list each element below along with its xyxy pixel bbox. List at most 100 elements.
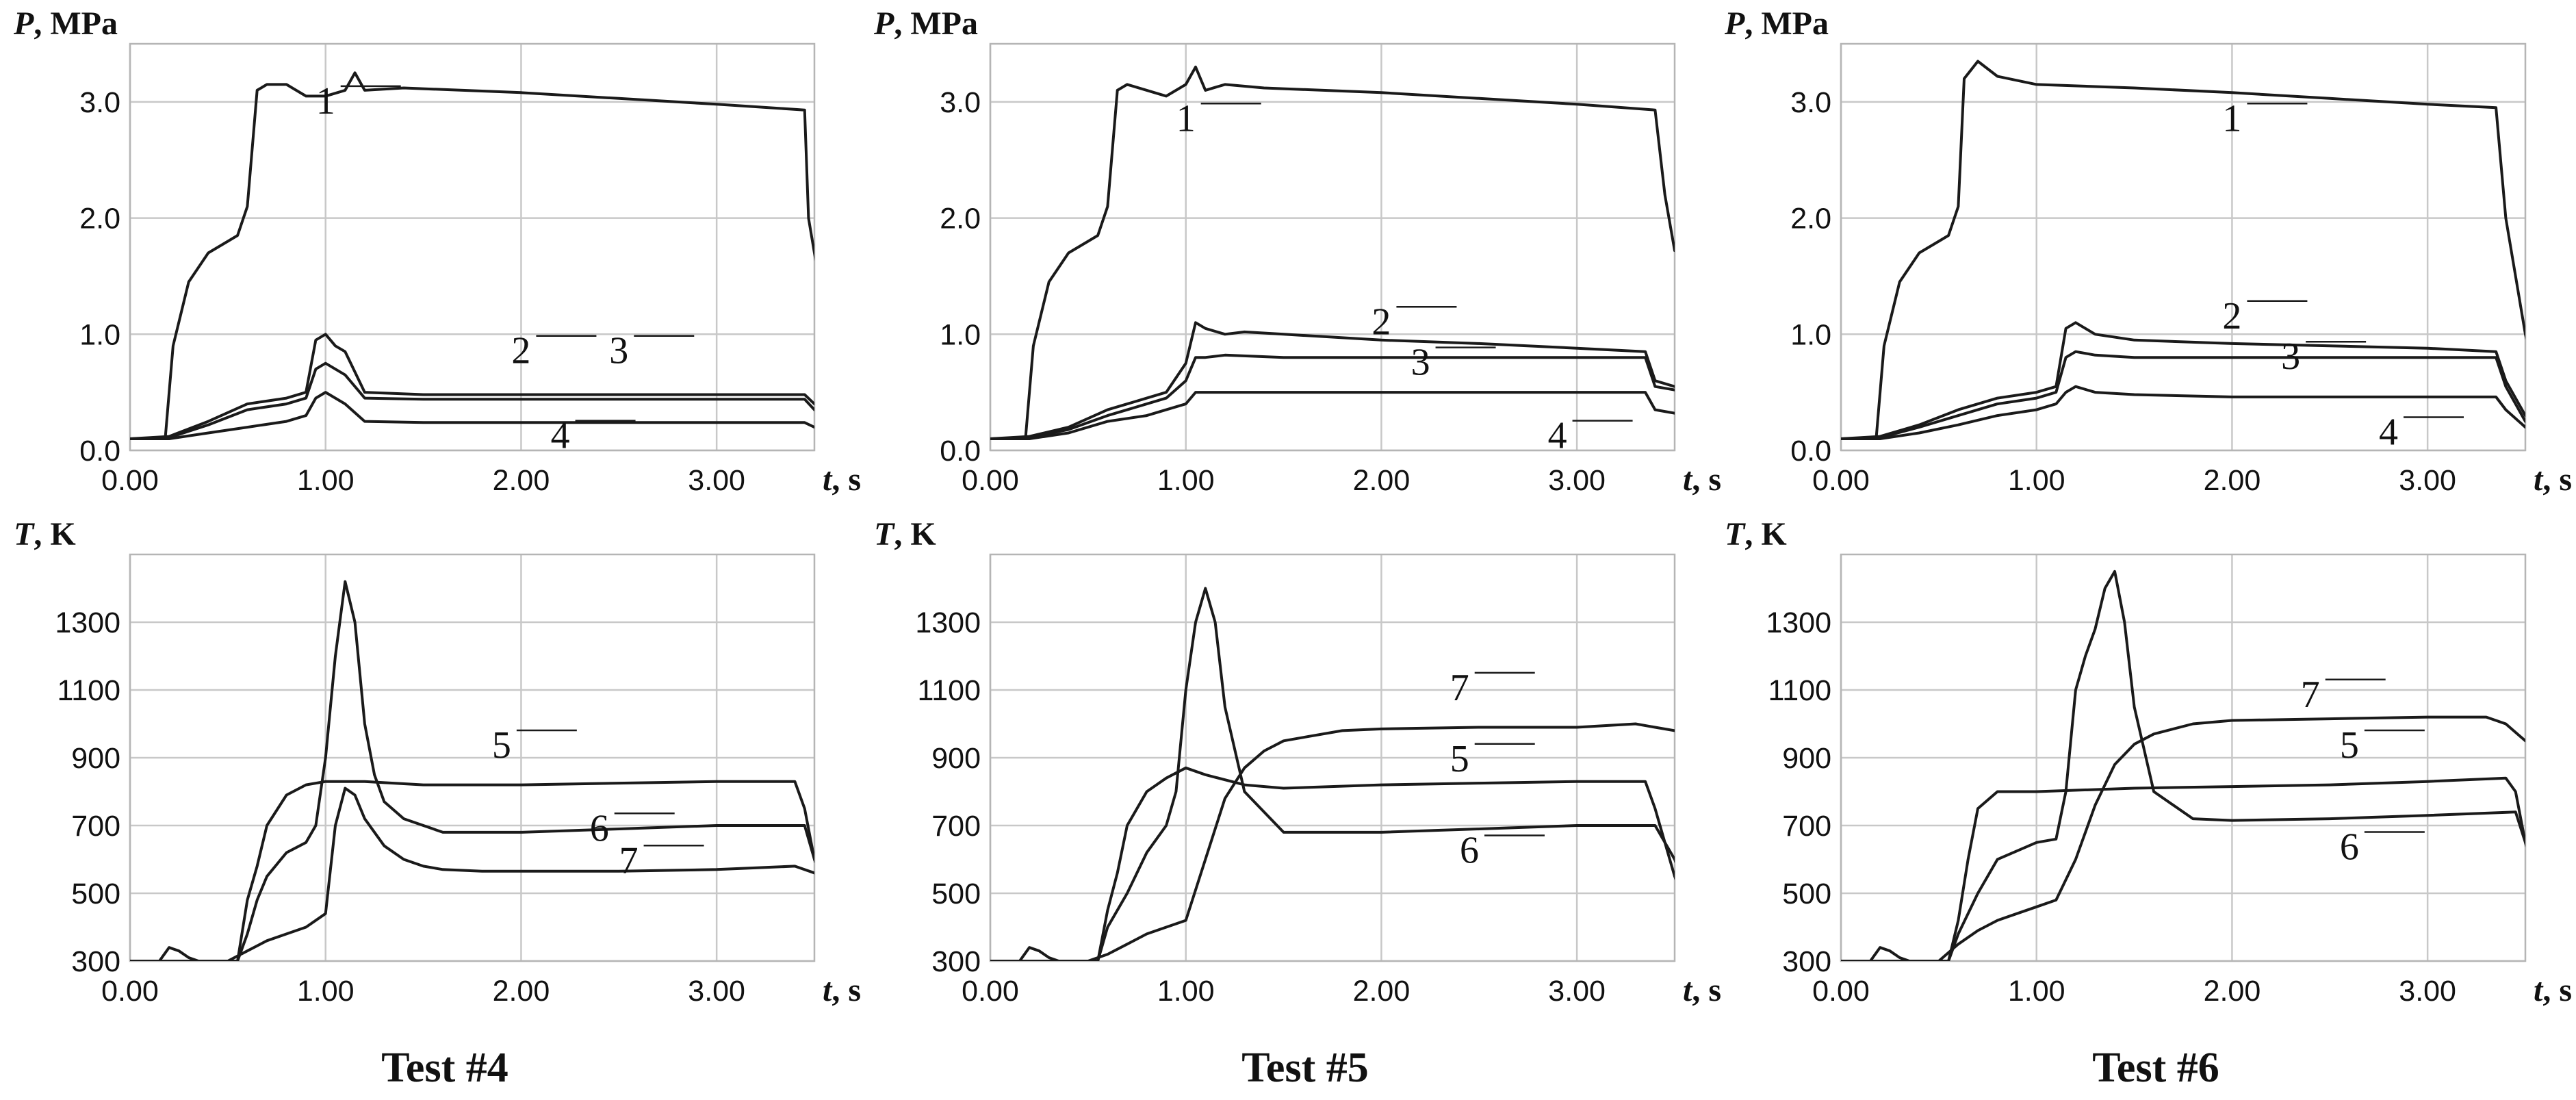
y-tick-label: 500 xyxy=(1782,878,1831,910)
y-tick-label: 1100 xyxy=(1768,674,1831,707)
plot-frame xyxy=(129,553,816,962)
curve-label-2: 2 xyxy=(2222,295,2241,337)
curve-label-3: 3 xyxy=(1411,342,1430,384)
y-tick-label: 3.0 xyxy=(1790,86,1831,119)
x-axis-symbol: t xyxy=(1683,972,1693,1008)
curve-label-1: 1 xyxy=(316,80,335,123)
y-tick-label: 2.0 xyxy=(940,203,981,235)
series-line-4 xyxy=(130,391,814,440)
series-group xyxy=(130,580,814,961)
y-tick-label: 2.0 xyxy=(1790,203,1831,235)
x-axis-unit: , s xyxy=(832,972,861,1008)
panel-2-pressure: 0.00 1.00 2.00 3.00 0.0 1.0 2.0 3.0 P, MPa t, s 1 2… xyxy=(873,5,1721,498)
plot-frame xyxy=(989,553,1676,962)
series-line-6 xyxy=(990,587,1675,961)
x-tick-label: 3.00 xyxy=(2399,975,2456,1008)
x-tick-label: 2.00 xyxy=(493,975,550,1008)
x-axis-unit: , s xyxy=(2542,972,2572,1008)
y-tick-label: 300 xyxy=(71,945,120,978)
series-line-6 xyxy=(1841,570,2525,961)
x-tick-label: 0.00 xyxy=(962,975,1019,1008)
series-line-3 xyxy=(1841,350,2525,440)
y-tick-label: 900 xyxy=(931,742,981,775)
x-tick-label: 2.00 xyxy=(1353,464,1411,497)
x-tick-label: 1.00 xyxy=(1157,975,1215,1008)
series-group xyxy=(130,71,814,440)
x-tick-label: 0.00 xyxy=(101,464,159,497)
curve-label-4: 4 xyxy=(2379,411,2398,454)
x-axis-symbol: t xyxy=(2534,972,2544,1008)
x-axis-symbol: t xyxy=(823,972,833,1008)
y-axis-symbol: T xyxy=(14,516,35,552)
plot-frame xyxy=(1840,553,2527,962)
curve-label-5: 5 xyxy=(1450,738,1469,780)
series-line-7 xyxy=(1841,715,2525,961)
series-line-2 xyxy=(1841,321,2525,440)
x-axis-unit: , s xyxy=(1692,461,1721,498)
series-line-1 xyxy=(130,71,814,440)
series-line-3 xyxy=(130,361,814,440)
curve-label-1: 1 xyxy=(1176,97,1196,140)
x-tick-label: 0.00 xyxy=(1812,464,1870,497)
x-axis-label: t, s xyxy=(823,972,861,1008)
series-line-1 xyxy=(990,65,1675,440)
x-tick-label: 2.00 xyxy=(2204,975,2261,1008)
y-axis-symbol: P xyxy=(1724,5,1745,42)
y-axis-symbol: T xyxy=(874,516,895,552)
series-line-2 xyxy=(130,333,814,440)
x-axis-label: t, s xyxy=(1683,972,1721,1008)
x-axis-unit: , s xyxy=(1692,972,1721,1008)
y-axis-unit: , K xyxy=(894,516,936,552)
x-axis-label: t, s xyxy=(2534,461,2572,498)
series-line-5 xyxy=(1841,776,2525,961)
x-axis-symbol: t xyxy=(2534,461,2544,498)
series-group xyxy=(990,587,1675,961)
series-line-5 xyxy=(130,780,814,961)
series-line-7 xyxy=(130,786,814,961)
y-axis-label: T, K xyxy=(1725,516,1787,552)
curve-label-4: 4 xyxy=(1548,415,1567,457)
y-tick-label: 0.0 xyxy=(79,435,120,468)
y-tick-label: 1.0 xyxy=(940,318,981,351)
y-tick-label: 0.0 xyxy=(1790,435,1831,468)
y-axis-unit: , MPa xyxy=(1744,5,1829,42)
y-tick-label: 2.0 xyxy=(79,203,120,235)
y-axis-symbol: P xyxy=(13,5,34,42)
y-axis-unit: , MPa xyxy=(34,5,118,42)
curve-label-3: 3 xyxy=(609,330,628,372)
curve-label-3: 3 xyxy=(2281,335,2300,378)
x-tick-label: 0.00 xyxy=(1812,975,1870,1008)
y-axis-symbol: T xyxy=(1725,516,1746,552)
x-axis-label: t, s xyxy=(2534,972,2572,1008)
panel-1-temperature: 0.00 1.00 2.00 3.00 300 500 700 900 1100 1300 T, K… xyxy=(14,516,861,1091)
y-tick-label: 1300 xyxy=(55,606,120,639)
series-line-4 xyxy=(990,391,1675,440)
y-axis-unit: , MPa xyxy=(894,5,978,42)
x-tick-label: 2.00 xyxy=(1353,975,1411,1008)
x-tick-label: 3.00 xyxy=(1548,975,1606,1008)
curve-label-2: 2 xyxy=(511,330,530,372)
series-group xyxy=(1841,570,2525,961)
curve-label-7: 7 xyxy=(2301,674,2320,716)
y-axis-unit: , K xyxy=(34,516,75,552)
y-tick-label: 900 xyxy=(71,742,120,775)
y-tick-label: 700 xyxy=(931,810,981,843)
curve-label-7: 7 xyxy=(1450,667,1469,709)
y-tick-label: 500 xyxy=(931,878,981,910)
x-tick-label: 2.00 xyxy=(493,464,550,497)
y-axis-unit: , K xyxy=(1744,516,1786,552)
curve-label-1: 1 xyxy=(2222,97,2241,140)
series-line-5 xyxy=(990,766,1675,961)
curve-label-4: 4 xyxy=(551,415,570,457)
panel-3-temperature: 0.00 1.00 2.00 3.00 300 500 700 900 1100 1300 T, K… xyxy=(1725,516,2572,1091)
x-tick-label: 1.00 xyxy=(2008,975,2065,1008)
y-axis-symbol: P xyxy=(873,5,894,42)
y-tick-label: 500 xyxy=(71,878,120,910)
test-caption: Test #4 xyxy=(381,1045,508,1091)
x-tick-label: 1.00 xyxy=(297,975,355,1008)
series-line-1 xyxy=(1841,60,2525,440)
series-group xyxy=(990,65,1675,440)
x-tick-label: 3.00 xyxy=(1548,464,1606,497)
x-axis-label: t, s xyxy=(1683,461,1721,498)
